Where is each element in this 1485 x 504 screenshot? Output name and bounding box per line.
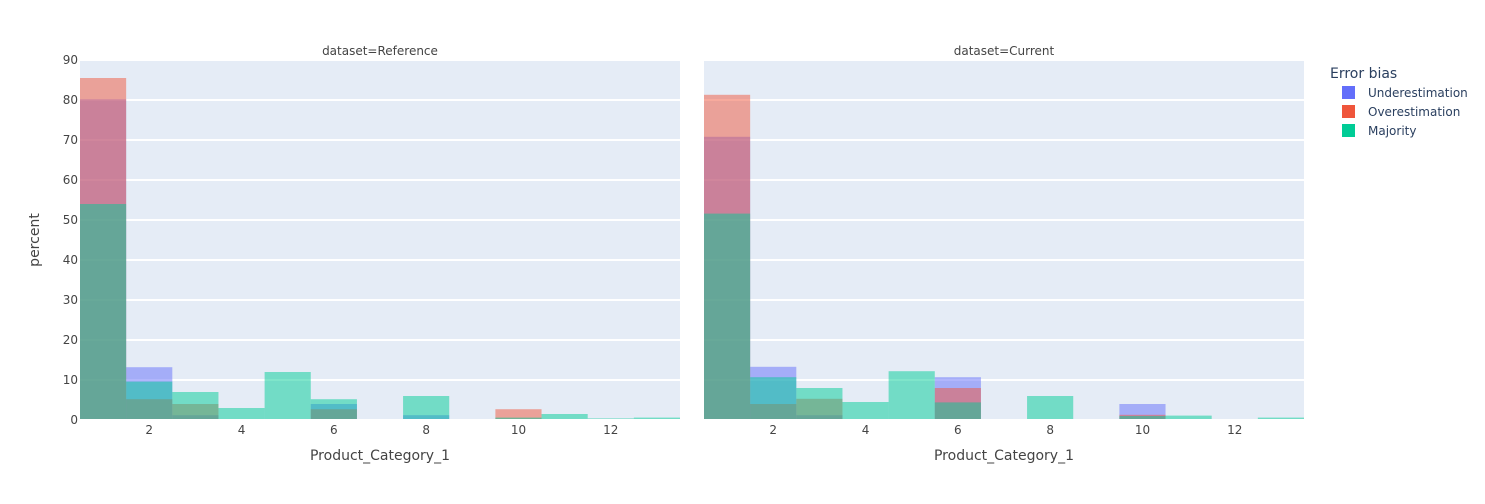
plot-area — [80, 60, 680, 420]
y-tick-label: 0 — [70, 413, 78, 427]
legend-label: Underestimation — [1368, 86, 1468, 100]
y-tick-label: 30 — [63, 293, 78, 307]
x-axis-title: Product_Category_1 — [934, 448, 1074, 464]
x-tick-label: 10 — [1135, 423, 1150, 437]
bar — [264, 372, 311, 420]
y-tick-label: 60 — [63, 173, 78, 187]
y-tick-label: 20 — [63, 333, 78, 347]
bar — [750, 377, 797, 420]
legend-label: Overestimation — [1368, 105, 1460, 119]
bar — [704, 213, 751, 420]
bar — [1165, 415, 1212, 420]
panel-title: dataset=Reference — [322, 44, 438, 58]
bar — [495, 417, 542, 420]
bar — [218, 408, 265, 420]
x-tick-label: 6 — [330, 423, 338, 437]
x-tick-label: 8 — [422, 423, 430, 437]
x-tick-label: 2 — [145, 423, 153, 437]
bar — [934, 402, 981, 420]
y-tick-label: 40 — [63, 253, 78, 267]
x-tick-label: 4 — [862, 423, 870, 437]
bar — [888, 371, 935, 420]
bar — [310, 399, 357, 420]
bar — [796, 388, 843, 420]
legend-swatch — [1342, 86, 1355, 99]
y-tick-label: 10 — [63, 373, 78, 387]
bar — [541, 414, 588, 420]
legend: Error bias Underestimation Overestimation… — [1330, 66, 1468, 138]
plot-area — [704, 60, 1304, 420]
y-axis-title: percent — [27, 213, 43, 267]
legend-label: Majority — [1368, 124, 1416, 138]
bar — [1257, 417, 1304, 420]
panel-current: 2 4 6 8 10 12 Product_Category_1 dataset=Curren… — [704, 44, 1304, 464]
x-tick-label: 12 — [603, 423, 618, 437]
series-majority — [704, 213, 1304, 420]
x-tick-label: 2 — [769, 423, 777, 437]
bar — [1027, 396, 1074, 420]
bar — [126, 381, 173, 420]
bar — [842, 402, 889, 420]
bar — [495, 409, 542, 420]
x-tick-label: 10 — [511, 423, 526, 437]
y-tick-label: 80 — [63, 93, 78, 107]
y-tick-label: 70 — [63, 133, 78, 147]
bar — [80, 204, 127, 420]
y-tick-label: 50 — [63, 213, 78, 227]
panel-reference: 0 10 20 30 40 50 60 70 80 90 2 4 6 8 10 12 Product_Categ… — [63, 44, 680, 464]
legend-items: Underestimation Overestimation Majority — [1342, 86, 1468, 138]
series-majority — [80, 204, 680, 420]
bar — [1119, 416, 1166, 420]
legend-title: Error bias — [1330, 66, 1397, 82]
panel-title: dataset=Current — [954, 44, 1055, 58]
bar — [633, 417, 680, 420]
x-axis-title: Product_Category_1 — [310, 448, 450, 464]
panels: 0 10 20 30 40 50 60 70 80 90 2 4 6 8 10 12 Product_Categ… — [63, 44, 1304, 464]
x-tick-label: 12 — [1227, 423, 1242, 437]
bar — [172, 392, 219, 420]
legend-swatch — [1342, 105, 1355, 118]
bar — [403, 396, 450, 420]
x-tick-label: 6 — [954, 423, 962, 437]
legend-swatch — [1342, 124, 1355, 137]
x-tick-label: 8 — [1046, 423, 1054, 437]
y-tick-label: 90 — [63, 53, 78, 67]
x-tick-label: 4 — [238, 423, 246, 437]
